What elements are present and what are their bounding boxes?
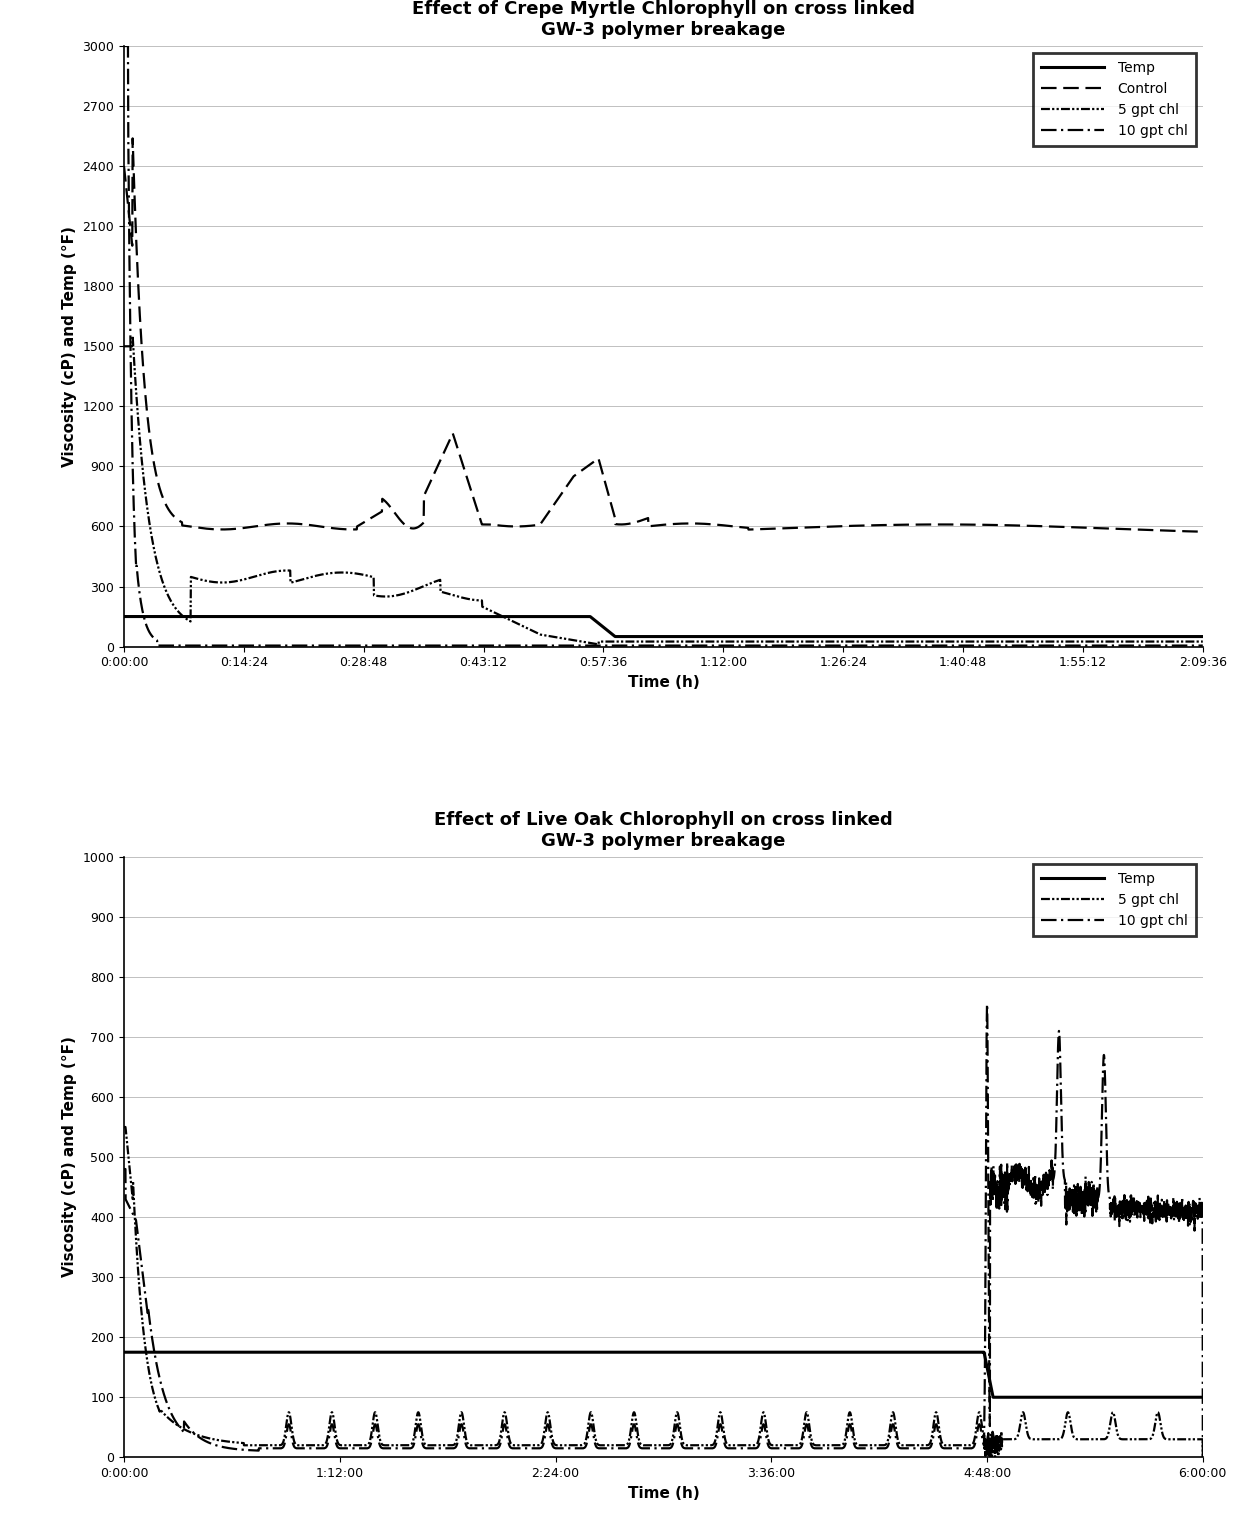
10 gpt chl (600, 1439, 615, 1457)
10 gpt chl (378, 1439, 393, 1457)
Temp (600, 1342, 615, 1361)
10 gpt chl (367, 1416, 382, 1434)
10 gpt chl (1195, 1448, 1210, 1467)
Title: Effect of Crepe Myrtle Chlorophyll on cross linked
GW-3 polymer breakage: Effect of Crepe Myrtle Chlorophyll on cr… (412, 0, 915, 38)
10 gpt chl (241, 637, 255, 655)
Line: Temp: Temp (124, 617, 1203, 637)
Temp (1195, 627, 1210, 646)
Control (531, 515, 546, 534)
10 gpt chl (531, 637, 546, 655)
Control (1195, 523, 1210, 542)
Line: Temp: Temp (124, 1351, 1203, 1397)
Line: 5 gpt chl: 5 gpt chl (124, 1127, 1203, 1457)
Line: 5 gpt chl: 5 gpt chl (124, 336, 1203, 644)
Y-axis label: Viscosity (cP) and Temp (°F): Viscosity (cP) and Temp (°F) (62, 1037, 77, 1278)
5 gpt chl (523, 1436, 538, 1454)
5 gpt chl (117, 337, 131, 356)
5 gpt chl (125, 327, 140, 345)
5 gpt chl (1187, 1430, 1202, 1448)
Temp (373, 1342, 388, 1361)
Temp (608, 627, 622, 646)
5 gpt chl (367, 1404, 382, 1422)
Control (117, 156, 131, 175)
Line: 10 gpt chl: 10 gpt chl (124, 1005, 1203, 1457)
Temp (1195, 1388, 1210, 1407)
X-axis label: Time (h): Time (h) (627, 1485, 699, 1500)
Legend: Temp, 5 gpt chl, 10 gpt chl: Temp, 5 gpt chl, 10 gpt chl (1033, 864, 1195, 936)
5 gpt chl (1174, 632, 1189, 650)
Line: 10 gpt chl: 10 gpt chl (124, 46, 1203, 646)
Temp (117, 1342, 131, 1361)
5 gpt chl (591, 635, 606, 653)
5 gpt chl (304, 568, 319, 586)
Temp (378, 1342, 393, 1361)
10 gpt chl (117, 1160, 131, 1178)
10 gpt chl (304, 637, 319, 655)
Temp (531, 607, 546, 626)
Control (1058, 518, 1073, 537)
Control (578, 459, 593, 477)
10 gpt chl (1174, 637, 1189, 655)
Temp (117, 607, 131, 626)
5 gpt chl (117, 1118, 131, 1137)
10 gpt chl (523, 1439, 538, 1457)
5 gpt chl (1195, 1448, 1210, 1467)
5 gpt chl (531, 624, 546, 643)
5 gpt chl (378, 1436, 393, 1454)
Control (241, 518, 255, 537)
5 gpt chl (600, 1436, 615, 1454)
10 gpt chl (1058, 637, 1073, 655)
10 gpt chl (1195, 637, 1210, 655)
Control (125, 129, 140, 147)
5 gpt chl (373, 1431, 388, 1450)
5 gpt chl (1059, 632, 1074, 650)
Title: Effect of Live Oak Chlorophyll on cross linked
GW-3 polymer breakage: Effect of Live Oak Chlorophyll on cross … (434, 811, 893, 850)
5 gpt chl (982, 1448, 997, 1467)
10 gpt chl (980, 996, 994, 1014)
10 gpt chl (578, 637, 593, 655)
Temp (1058, 627, 1073, 646)
Temp (986, 1388, 1001, 1407)
5 gpt chl (1195, 632, 1210, 650)
Temp (367, 1342, 382, 1361)
Control (1174, 522, 1189, 540)
Y-axis label: Viscosity (cP) and Temp (°F): Viscosity (cP) and Temp (°F) (62, 225, 77, 466)
Temp (1174, 627, 1189, 646)
Legend: Temp, Control, 5 gpt chl, 10 gpt chl: Temp, Control, 5 gpt chl, 10 gpt chl (1033, 54, 1195, 146)
X-axis label: Time (h): Time (h) (627, 675, 699, 690)
10 gpt chl (1187, 1203, 1202, 1221)
Line: Control: Control (124, 138, 1203, 532)
10 gpt chl (117, 37, 131, 55)
10 gpt chl (373, 1437, 388, 1456)
Control (304, 515, 319, 534)
5 gpt chl (578, 634, 593, 652)
Temp (304, 607, 319, 626)
10 gpt chl (150, 637, 165, 655)
5 gpt chl (241, 569, 255, 588)
Temp (523, 1342, 538, 1361)
Temp (577, 607, 591, 626)
Temp (239, 607, 254, 626)
Temp (1187, 1388, 1202, 1407)
